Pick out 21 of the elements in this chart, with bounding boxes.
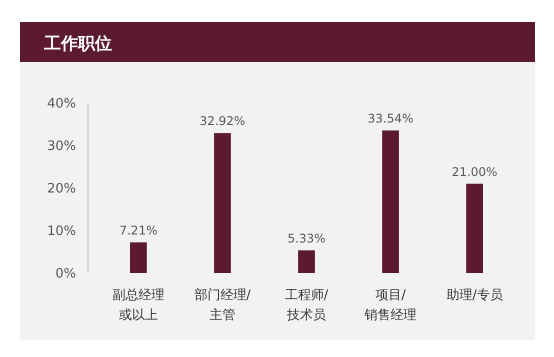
y-tick-label: 20% xyxy=(47,182,76,197)
data-label: 5.33% xyxy=(287,231,326,246)
x-tick-label: 部门经理/主管 xyxy=(194,287,252,323)
x-tick-label: 助理/专员 xyxy=(446,288,503,303)
data-label: 7.21% xyxy=(119,223,158,238)
bar xyxy=(130,242,147,273)
x-tick-label: 项目/销售经理 xyxy=(364,288,417,323)
data-label: 33.54% xyxy=(368,111,414,126)
bar xyxy=(298,250,315,273)
x-tick-label: 工程师/技术员 xyxy=(284,288,329,323)
y-tick-label: 40% xyxy=(47,96,76,112)
y-tick-label: 30% xyxy=(47,139,76,154)
y-tick-label: 10% xyxy=(47,224,76,240)
chart-title: 工作职位 xyxy=(43,34,112,54)
x-tick-label: 副总经理或以上 xyxy=(112,288,164,323)
bar xyxy=(382,130,399,273)
bar xyxy=(214,133,231,273)
bar xyxy=(466,184,483,273)
y-tick-label: 0% xyxy=(55,266,76,282)
data-label: 32.92% xyxy=(200,114,246,128)
data-label: 21.00% xyxy=(452,164,498,179)
